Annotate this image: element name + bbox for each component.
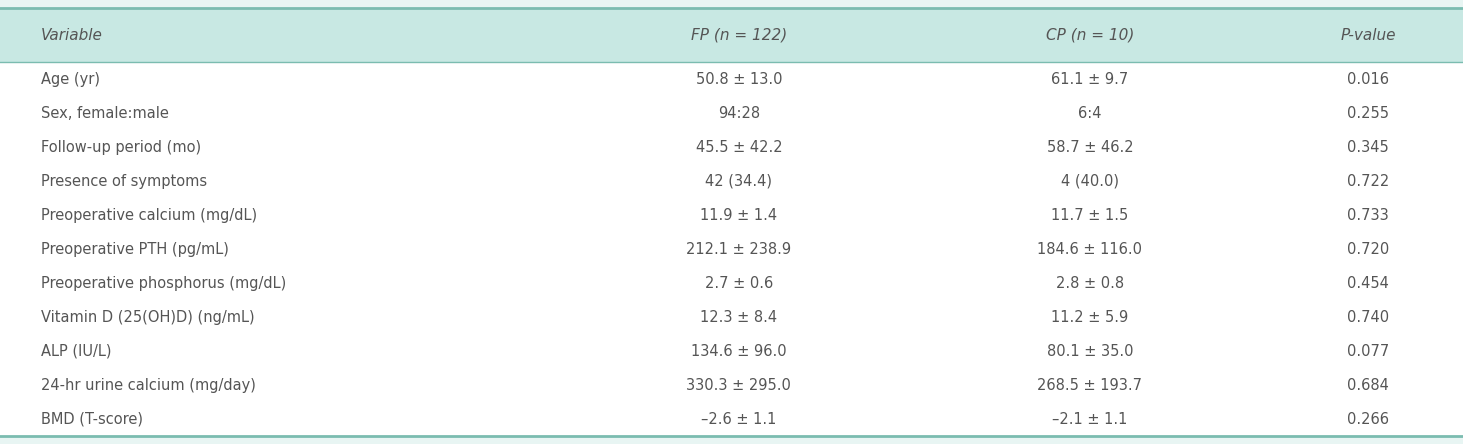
Text: 0.077: 0.077 [1347, 344, 1388, 359]
Text: Preoperative phosphorus (mg/dL): Preoperative phosphorus (mg/dL) [41, 276, 287, 291]
Text: 184.6 ± 116.0: 184.6 ± 116.0 [1037, 242, 1143, 257]
Text: 0.733: 0.733 [1347, 208, 1388, 223]
Text: P-value: P-value [1340, 28, 1396, 43]
Text: 0.266: 0.266 [1347, 412, 1388, 427]
Text: 0.016: 0.016 [1347, 72, 1388, 87]
Text: 80.1 ± 35.0: 80.1 ± 35.0 [1046, 344, 1134, 359]
Text: 12.3 ± 8.4: 12.3 ± 8.4 [701, 309, 777, 325]
Text: 0.684: 0.684 [1347, 377, 1388, 392]
Text: Follow-up period (mo): Follow-up period (mo) [41, 140, 200, 155]
Text: Vitamin D (25(OH)D) (ng/mL): Vitamin D (25(OH)D) (ng/mL) [41, 309, 255, 325]
Text: 330.3 ± 295.0: 330.3 ± 295.0 [686, 377, 791, 392]
Text: 11.7 ± 1.5: 11.7 ± 1.5 [1052, 208, 1128, 223]
Text: FP (n = 122): FP (n = 122) [691, 28, 787, 43]
Text: Presence of symptoms: Presence of symptoms [41, 174, 208, 189]
Text: 6:4: 6:4 [1078, 106, 1102, 121]
Text: ALP (IU/L): ALP (IU/L) [41, 344, 111, 359]
Text: BMD (T-score): BMD (T-score) [41, 412, 143, 427]
Text: –2.1 ± 1.1: –2.1 ± 1.1 [1052, 412, 1128, 427]
Text: 212.1 ± 238.9: 212.1 ± 238.9 [686, 242, 791, 257]
Text: 11.2 ± 5.9: 11.2 ± 5.9 [1052, 309, 1128, 325]
Text: Preoperative calcium (mg/dL): Preoperative calcium (mg/dL) [41, 208, 257, 223]
Text: –2.6 ± 1.1: –2.6 ± 1.1 [701, 412, 777, 427]
Text: Sex, female:male: Sex, female:male [41, 106, 168, 121]
Text: 0.740: 0.740 [1347, 309, 1388, 325]
Text: 58.7 ± 46.2: 58.7 ± 46.2 [1046, 140, 1134, 155]
Text: 0.345: 0.345 [1347, 140, 1388, 155]
Bar [0, 62, 1463, 436]
Text: 24-hr urine calcium (mg/day): 24-hr urine calcium (mg/day) [41, 377, 256, 392]
Text: 45.5 ± 42.2: 45.5 ± 42.2 [695, 140, 783, 155]
Text: 0.720: 0.720 [1347, 242, 1388, 257]
Text: 0.722: 0.722 [1347, 174, 1388, 189]
Text: 4 (40.0): 4 (40.0) [1061, 174, 1119, 189]
Text: 50.8 ± 13.0: 50.8 ± 13.0 [695, 72, 783, 87]
Text: 0.255: 0.255 [1347, 106, 1388, 121]
Text: Variable: Variable [41, 28, 102, 43]
Bar [0, 8, 1463, 62]
Text: CP (n = 10): CP (n = 10) [1046, 28, 1134, 43]
Text: Preoperative PTH (pg/mL): Preoperative PTH (pg/mL) [41, 242, 228, 257]
Text: 42 (34.4): 42 (34.4) [705, 174, 772, 189]
Text: 134.6 ± 96.0: 134.6 ± 96.0 [691, 344, 787, 359]
Text: 2.7 ± 0.6: 2.7 ± 0.6 [705, 276, 772, 291]
Text: 94:28: 94:28 [718, 106, 759, 121]
Text: Age (yr): Age (yr) [41, 72, 99, 87]
Text: 0.454: 0.454 [1347, 276, 1388, 291]
Text: 61.1 ± 9.7: 61.1 ± 9.7 [1052, 72, 1128, 87]
Text: 2.8 ± 0.8: 2.8 ± 0.8 [1056, 276, 1124, 291]
Text: 268.5 ± 193.7: 268.5 ± 193.7 [1037, 377, 1143, 392]
Text: 11.9 ± 1.4: 11.9 ± 1.4 [701, 208, 777, 223]
